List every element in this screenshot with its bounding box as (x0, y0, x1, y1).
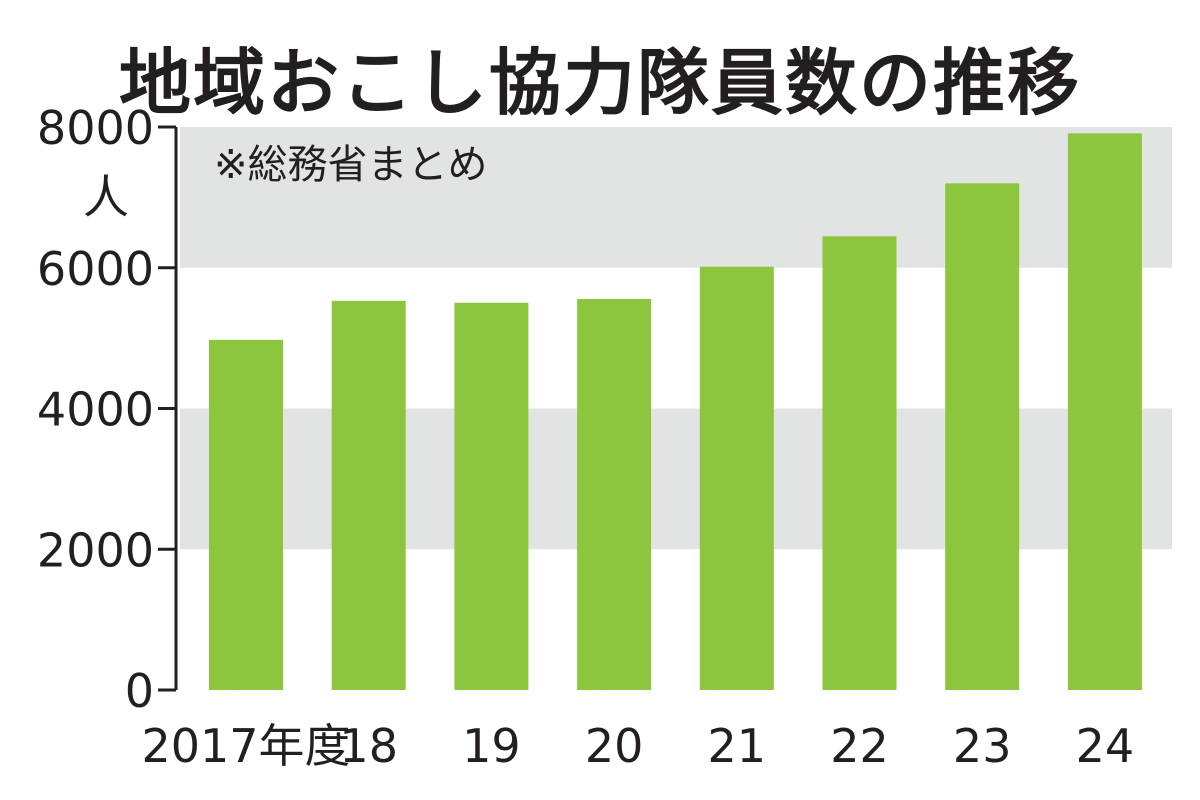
bar-19 (454, 302, 529, 690)
y-tick-labels: 0 2000 4000 6000 8000 (37, 101, 154, 718)
x-category-label: 21 (708, 719, 767, 773)
y-tick-label: 6000 (37, 242, 154, 296)
y-tick-label: 8000 (37, 101, 154, 155)
bar-2017年度 (209, 339, 283, 690)
background-bands (180, 127, 1172, 550)
bar-18 (331, 300, 406, 690)
y-tick-label: 4000 (37, 383, 154, 437)
bar-23 (945, 183, 1020, 691)
bar-20 (577, 298, 652, 690)
source-note: ※総務省まとめ (214, 142, 488, 188)
bar-21 (699, 266, 774, 690)
bars (209, 133, 1142, 691)
bar-24 (1067, 133, 1142, 691)
x-category-label: 19 (462, 719, 521, 773)
background-band (180, 408, 1172, 550)
x-category-label: 23 (953, 719, 1012, 773)
y-tick-label: 2000 (37, 523, 154, 577)
y-axis (158, 125, 178, 692)
y-unit-label: 人 (83, 170, 129, 224)
x-category-label: 18 (339, 719, 398, 773)
x-category-label: 24 (1076, 719, 1135, 773)
x-category-label: 22 (830, 719, 889, 773)
bar-22 (822, 236, 897, 691)
x-category-label: 20 (585, 719, 644, 773)
chart-title: 地域おこし協力隊員数の推移 (118, 41, 1081, 125)
y-tick-label: 0 (125, 664, 154, 718)
x-category-label: 2017年度 (141, 719, 350, 773)
